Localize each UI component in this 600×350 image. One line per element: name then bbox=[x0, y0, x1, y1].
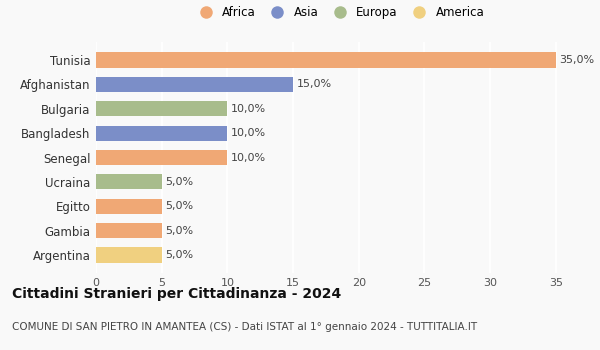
Bar bbox=[96, 126, 227, 141]
Text: 5,0%: 5,0% bbox=[166, 177, 194, 187]
Bar bbox=[96, 52, 556, 68]
Text: 5,0%: 5,0% bbox=[166, 250, 194, 260]
Bar bbox=[96, 101, 227, 116]
Bar bbox=[96, 247, 161, 262]
Legend: Africa, Asia, Europa, America: Africa, Asia, Europa, America bbox=[194, 6, 484, 19]
Bar bbox=[96, 223, 161, 238]
Bar bbox=[96, 174, 161, 189]
Text: 5,0%: 5,0% bbox=[166, 201, 194, 211]
Text: Cittadini Stranieri per Cittadinanza - 2024: Cittadini Stranieri per Cittadinanza - 2… bbox=[12, 287, 341, 301]
Text: 15,0%: 15,0% bbox=[297, 79, 332, 89]
Bar bbox=[96, 199, 161, 214]
Text: 10,0%: 10,0% bbox=[231, 128, 266, 138]
Text: COMUNE DI SAN PIETRO IN AMANTEA (CS) - Dati ISTAT al 1° gennaio 2024 - TUTTITALI: COMUNE DI SAN PIETRO IN AMANTEA (CS) - D… bbox=[12, 322, 477, 332]
Text: 10,0%: 10,0% bbox=[231, 104, 266, 114]
Bar bbox=[96, 150, 227, 165]
Text: 35,0%: 35,0% bbox=[560, 55, 595, 65]
Bar bbox=[96, 77, 293, 92]
Text: 5,0%: 5,0% bbox=[166, 226, 194, 236]
Text: 10,0%: 10,0% bbox=[231, 153, 266, 162]
